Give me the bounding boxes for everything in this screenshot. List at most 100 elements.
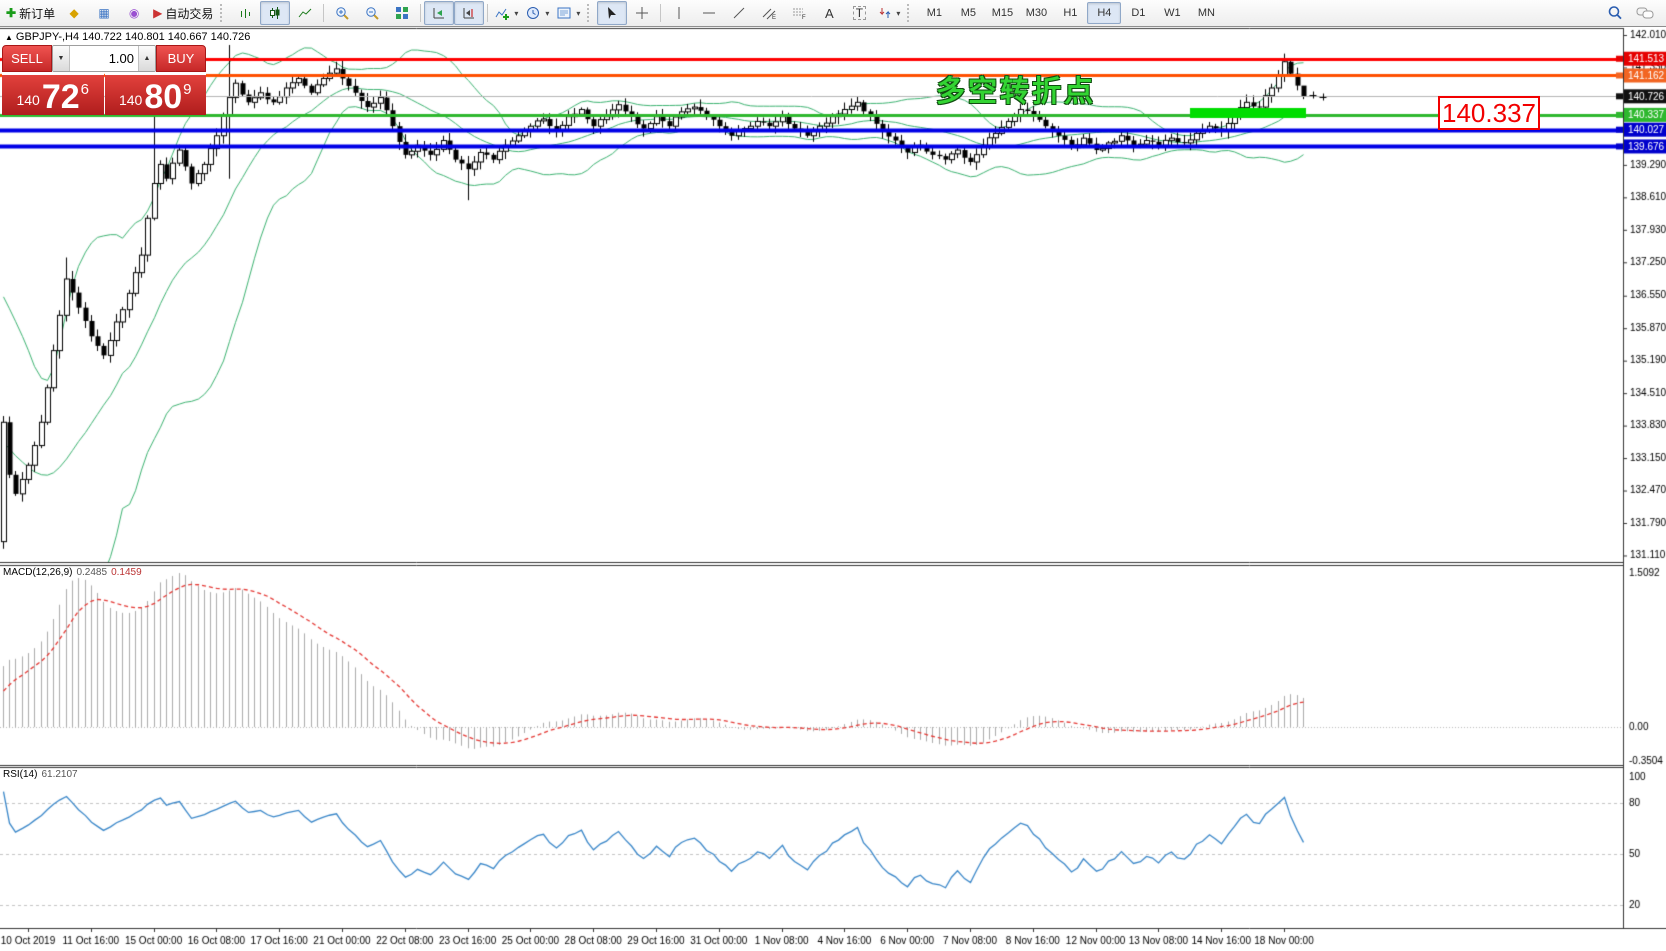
equidistant-channel-tool-button[interactable]: E bbox=[754, 1, 784, 25]
sell-button[interactable]: SELL bbox=[2, 45, 52, 72]
text-tool-button[interactable]: A bbox=[814, 1, 844, 25]
text-tool-icon: A bbox=[825, 5, 834, 21]
tf-button-m15[interactable]: M15 bbox=[991, 7, 1014, 19]
crosshair-icon bbox=[636, 7, 649, 19]
macd-value-main: 0.2485 bbox=[76, 567, 108, 578]
text-label-tool-button[interactable]: T bbox=[844, 1, 874, 25]
chat-button[interactable] bbox=[1630, 1, 1660, 25]
new-order-label: 新订单 bbox=[19, 6, 56, 21]
new-order-icon: ✚ bbox=[6, 6, 17, 20]
sell-price-display[interactable]: 140 72 6 bbox=[2, 73, 104, 115]
tf-button-d1[interactable]: D1 bbox=[1131, 7, 1146, 19]
arrows-tool-button[interactable]: ▾ bbox=[874, 1, 904, 25]
toolbar-grip bbox=[587, 4, 594, 22]
indicators-button[interactable]: ▾ bbox=[491, 1, 522, 25]
volume-stepper: ▼ ▲ bbox=[52, 45, 156, 72]
main-toolbar: ✚ 新订单 ◆ ▦ ◉ ▶ 自动交易 bbox=[0, 0, 1666, 27]
chart-autoscroll-button[interactable] bbox=[424, 1, 455, 25]
news-icon: ◉ bbox=[128, 6, 140, 20]
periods-button[interactable]: ▾ bbox=[522, 1, 553, 25]
symbol-ohlc-header: ▲ GBPJPY-,H4 140.722 140.801 140.667 140.… bbox=[5, 31, 250, 43]
templates-caret-icon: ▾ bbox=[576, 8, 581, 18]
chart-shift-icon bbox=[463, 8, 475, 19]
buy-button[interactable]: BUY bbox=[156, 45, 206, 72]
autotrading-label: 自动交易 bbox=[165, 6, 214, 21]
collapse-marker-icon: ▲ bbox=[5, 33, 13, 42]
toolbar-separator bbox=[660, 4, 662, 22]
line-chart-mode-button[interactable] bbox=[290, 1, 320, 25]
buy-price-big: 80 bbox=[144, 78, 183, 117]
candlestick-mode-button[interactable] bbox=[260, 1, 291, 25]
buy-price-pip: 9 bbox=[183, 81, 192, 98]
chart-annotation-text[interactable]: 多空转折点 bbox=[936, 76, 1097, 108]
toolbar-grip bbox=[907, 4, 914, 22]
line-chart-icon bbox=[298, 8, 312, 18]
toolbar-grip bbox=[220, 4, 227, 22]
buy-price-prefix: 140 bbox=[118, 92, 143, 108]
zoom-in-button[interactable] bbox=[327, 1, 357, 25]
search-icon bbox=[1608, 6, 1622, 20]
tile-windows-icon bbox=[396, 7, 409, 19]
indicators-icon bbox=[495, 8, 510, 20]
tf-button-m1[interactable]: M1 bbox=[926, 7, 943, 19]
periods-caret-icon: ▾ bbox=[545, 8, 550, 18]
bar-chart-mode-button[interactable] bbox=[230, 1, 260, 25]
trendline-tool-button[interactable] bbox=[724, 1, 754, 25]
candlestick-icon bbox=[270, 7, 280, 19]
volume-increase-button[interactable]: ▲ bbox=[138, 46, 155, 71]
sell-price-prefix: 140 bbox=[16, 92, 40, 108]
tf-button-m30[interactable]: M30 bbox=[1025, 7, 1048, 19]
tile-windows-button[interactable] bbox=[387, 1, 417, 25]
tf-button-mn[interactable]: MN bbox=[1197, 7, 1215, 19]
toolbar-separator bbox=[420, 4, 422, 22]
toolbar-separator bbox=[487, 4, 489, 22]
clock-icon bbox=[527, 6, 540, 19]
toolbar-separator bbox=[323, 4, 325, 22]
rsi-value: 61.2107 bbox=[41, 769, 78, 780]
tf-button-h1[interactable]: H1 bbox=[1063, 7, 1078, 19]
search-button[interactable] bbox=[1600, 1, 1630, 25]
vertical-line-tool-button[interactable] bbox=[664, 1, 694, 25]
fibonacci-icon: F bbox=[792, 8, 806, 20]
tf-button-m5[interactable]: M5 bbox=[960, 7, 977, 19]
tf-button-h4[interactable]: H4 bbox=[1087, 2, 1122, 24]
rsi-label-name: RSI(14) bbox=[3, 769, 38, 780]
text-label-tool-icon: T bbox=[852, 6, 867, 20]
sell-price-big: 72 bbox=[41, 78, 80, 117]
new-order-button[interactable]: ✚ 新订单 bbox=[2, 1, 59, 25]
trendline-icon bbox=[734, 7, 745, 19]
templates-button[interactable]: ▾ bbox=[553, 1, 584, 25]
crosshair-tool-button[interactable] bbox=[627, 1, 657, 25]
arrows-caret-icon: ▾ bbox=[896, 8, 901, 18]
zoom-out-icon bbox=[366, 6, 379, 20]
macd-value-signal: 0.1459 bbox=[111, 567, 142, 578]
buy-price-display[interactable]: 140 80 9 bbox=[104, 73, 206, 117]
template-icon bbox=[557, 7, 571, 19]
autotrading-button[interactable]: ▶ 自动交易 bbox=[149, 1, 217, 25]
chart-shift-button[interactable] bbox=[454, 1, 485, 25]
zoom-out-button[interactable] bbox=[357, 1, 387, 25]
fibonacci-tool-button[interactable]: F bbox=[784, 1, 814, 25]
horizontal-line-tool-button[interactable] bbox=[694, 1, 724, 25]
arrows-icon bbox=[880, 8, 891, 18]
autoscroll-icon bbox=[433, 8, 445, 19]
rsi-pane-label: RSI(14) 61.2107 bbox=[3, 769, 78, 780]
profiles-icon: ◆ bbox=[69, 6, 79, 20]
bar-chart-icon bbox=[241, 9, 251, 18]
vertical-line-icon bbox=[678, 7, 680, 19]
profiles-button[interactable]: ◆ bbox=[59, 1, 89, 25]
macd-pane-label: MACD(12,26,9) 0.2485 0.1459 bbox=[3, 567, 142, 578]
news-button[interactable]: ◉ bbox=[119, 1, 149, 25]
cursor-icon bbox=[608, 7, 617, 19]
charts-button[interactable]: ▦ bbox=[89, 1, 119, 25]
volume-input[interactable] bbox=[70, 46, 138, 71]
zoom-in-icon bbox=[336, 6, 349, 20]
volume-decrease-button[interactable]: ▼ bbox=[53, 46, 70, 71]
tf-button-w1[interactable]: W1 bbox=[1164, 7, 1181, 19]
charts-icon: ▦ bbox=[98, 6, 110, 20]
price-label-box[interactable]: 140.337 bbox=[1438, 96, 1540, 130]
autotrading-icon: ▶ bbox=[153, 6, 163, 20]
cursor-tool-button[interactable] bbox=[597, 1, 628, 25]
